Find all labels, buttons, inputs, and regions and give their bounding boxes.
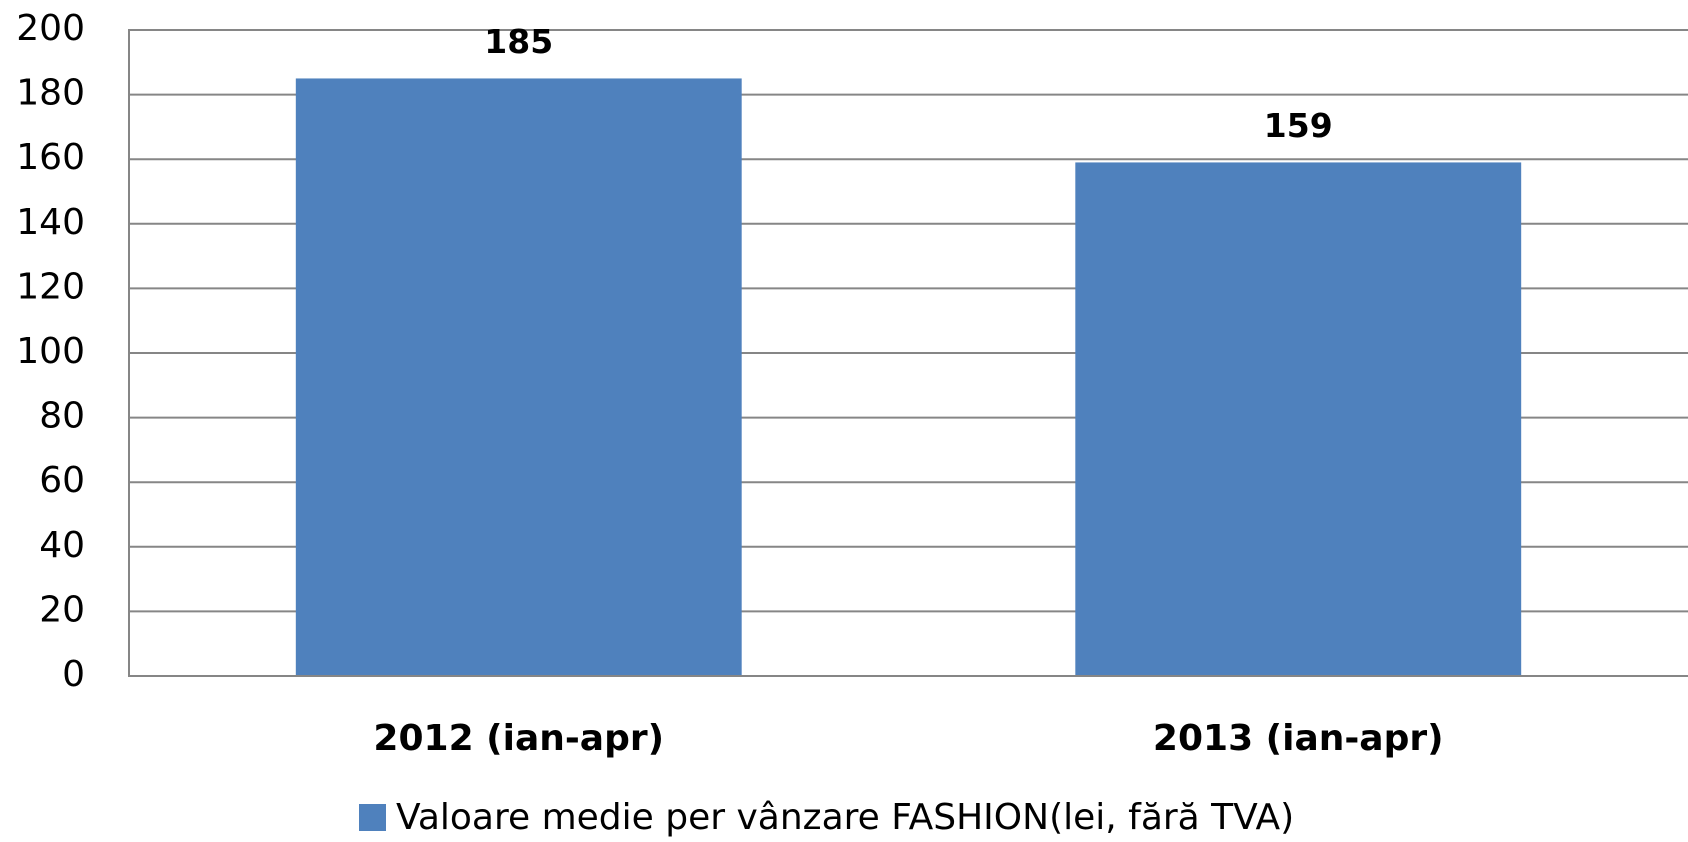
data-label: 185 — [484, 22, 553, 61]
data-label: 159 — [1264, 106, 1333, 145]
y-tick-label: 80 — [39, 396, 85, 437]
y-tick-label: 160 — [16, 137, 85, 178]
x-tick-label: 2013 (ian-apr) — [1153, 718, 1444, 759]
y-tick-label: 40 — [39, 525, 85, 566]
y-tick-label: 120 — [16, 266, 85, 307]
y-tick-label: 0 — [62, 654, 85, 695]
y-tick-label: 20 — [39, 589, 85, 630]
y-tick-label: 180 — [16, 73, 85, 114]
bar — [295, 78, 742, 676]
y-tick-label: 140 — [16, 202, 85, 243]
legend-swatch — [359, 804, 386, 831]
legend-label: Valoare medie per vânzare FASHION(lei, f… — [396, 797, 1294, 838]
x-tick-label: 2012 (ian-apr) — [373, 718, 664, 759]
y-tick-label: 100 — [16, 331, 85, 372]
y-tick-label: 60 — [39, 460, 85, 501]
bar — [1075, 162, 1522, 676]
y-tick-label: 200 — [16, 8, 85, 49]
